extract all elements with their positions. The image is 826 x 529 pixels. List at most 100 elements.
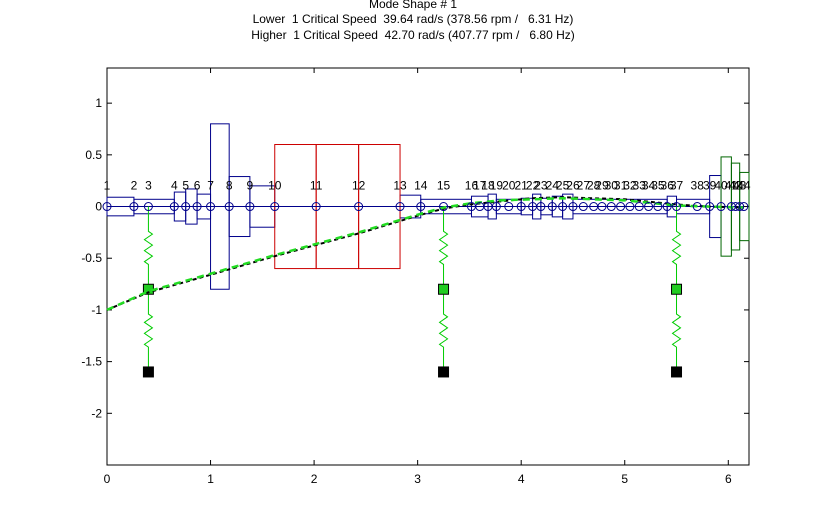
- node-label: 4: [171, 179, 178, 193]
- node-marker: [716, 202, 726, 212]
- node-label: 16: [465, 179, 479, 193]
- node-marker: [504, 202, 514, 212]
- node-marker: [536, 202, 546, 212]
- node-label: 13: [393, 179, 407, 193]
- node-marker: [270, 202, 280, 212]
- node-label: 11: [310, 179, 323, 193]
- node-label: 21: [515, 179, 529, 193]
- bearing-spring-lower: [143, 289, 154, 372]
- node-label: 17: [473, 179, 487, 193]
- node-marker: [597, 202, 607, 212]
- node-label: 18: [481, 179, 495, 193]
- node-label: 5: [182, 179, 189, 193]
- node-label: 25: [556, 179, 570, 193]
- node-marker: [653, 202, 663, 212]
- node-marker: [245, 202, 255, 212]
- node-marker: [739, 202, 749, 212]
- node-label: 35: [651, 179, 665, 193]
- bearing-mass: [671, 283, 683, 295]
- node-marker: [169, 202, 179, 212]
- bearing-spring-upper: [671, 206, 682, 290]
- y-tick-label: 0: [95, 200, 102, 214]
- y-tick-label: -0.5: [81, 251, 102, 265]
- node-label: 40: [714, 179, 728, 193]
- node-label: 36: [661, 179, 675, 193]
- plot-area-frame: [106, 67, 750, 466]
- node-marker: [644, 202, 654, 212]
- node-marker: [129, 202, 139, 212]
- node-marker: [395, 202, 405, 212]
- node-marker: [616, 202, 626, 212]
- node-label: 29: [595, 179, 609, 193]
- node-marker: [224, 202, 234, 212]
- node-marker: [206, 202, 216, 212]
- node-label: 22: [526, 179, 540, 193]
- node-marker: [102, 202, 112, 212]
- node-marker: [692, 202, 702, 212]
- x-tick-label: 1: [207, 472, 214, 486]
- node-marker: [578, 202, 588, 212]
- x-tick-label: 4: [518, 472, 525, 486]
- x-tick-label: 0: [104, 472, 111, 486]
- node-marker: [735, 202, 745, 212]
- node-marker: [491, 202, 501, 212]
- node-label: 19: [490, 179, 504, 193]
- node-marker: [558, 202, 568, 212]
- bearing-spring-lower: [671, 289, 682, 372]
- node-label: 31: [614, 179, 628, 193]
- bearing-ground: [142, 366, 154, 378]
- bearing-mass: [438, 283, 450, 295]
- bearing-ground: [671, 366, 683, 378]
- node-label: 2: [131, 179, 138, 193]
- node-label: 1: [104, 179, 111, 193]
- node-marker: [143, 202, 153, 212]
- node-label: 20: [502, 179, 516, 193]
- node-marker: [606, 202, 616, 212]
- bearing-ground: [438, 366, 450, 378]
- node-label: 33: [633, 179, 647, 193]
- node-label: 39: [703, 179, 717, 193]
- bearing-spring-upper: [143, 206, 154, 290]
- node-marker: [354, 202, 364, 212]
- bearing-spring-lower: [438, 289, 449, 372]
- node-label: 38: [691, 179, 705, 193]
- node-marker: [672, 202, 682, 212]
- x-tick-label: 6: [725, 472, 732, 486]
- node-marker: [416, 202, 426, 212]
- node-label: 30: [605, 179, 619, 193]
- x-tick-label: 2: [311, 472, 318, 486]
- node-label: 9: [247, 179, 254, 193]
- x-tick-label: 5: [621, 472, 628, 486]
- node-label: 7: [207, 179, 214, 193]
- node-label: 3: [145, 179, 152, 193]
- node-label: 44: [737, 179, 751, 193]
- node-label: 41: [725, 179, 739, 193]
- node-label: 37: [670, 179, 684, 193]
- node-label: 23: [534, 179, 548, 193]
- chart-subtitle-lower-speed: Lower 1 Critical Speed 39.64 rad/s (378.…: [252, 12, 574, 26]
- y-tick-label: 1: [95, 96, 102, 110]
- node-label: 28: [587, 179, 601, 193]
- node-label: 34: [642, 179, 656, 193]
- chart-title: Mode Shape # 1: [368, 0, 458, 11]
- node-label: 24: [546, 179, 560, 193]
- node-label: 8: [226, 179, 233, 193]
- node-label: 10: [268, 179, 282, 193]
- y-tick-label: 0.5: [85, 148, 102, 162]
- node-marker: [311, 202, 321, 212]
- node-marker: [662, 202, 672, 212]
- node-label: 27: [577, 179, 591, 193]
- node-label: 15: [437, 179, 451, 193]
- node-marker: [439, 202, 449, 212]
- node-marker: [192, 202, 202, 212]
- node-label: 26: [566, 179, 580, 193]
- chart-subtitle-higher-speed: Higher 1 Critical Speed 42.70 rad/s (407…: [251, 28, 575, 42]
- y-tick-label: -2: [91, 406, 102, 420]
- bearing-spring-upper: [438, 206, 449, 290]
- node-label: 14: [414, 179, 428, 193]
- node-marker: [625, 202, 635, 212]
- node-marker: [547, 202, 557, 212]
- node-label: 32: [623, 179, 637, 193]
- node-marker: [634, 202, 644, 212]
